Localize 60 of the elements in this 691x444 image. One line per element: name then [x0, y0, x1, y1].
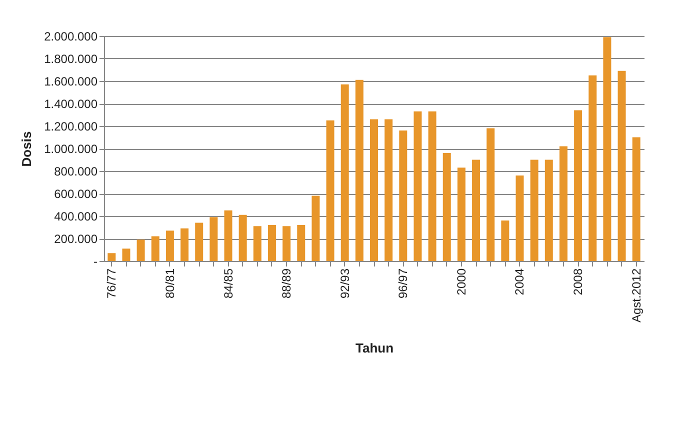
y-tick-label: 200.000: [54, 232, 98, 246]
x-tick-label: 88/89: [280, 268, 294, 299]
bar: [544, 160, 553, 261]
y-tick-label: 1.400.000: [44, 97, 98, 111]
bar: [516, 176, 524, 261]
bar: [268, 225, 276, 261]
x-tick-label: Agst.2012: [629, 268, 644, 323]
bar: [136, 240, 145, 261]
x-tick-label: 84/85: [221, 268, 236, 299]
bar: [457, 168, 466, 261]
bar: [399, 130, 408, 261]
bar: [530, 160, 538, 261]
y-tick-label: 2.000.000: [44, 30, 98, 44]
y-tick-label: 1.600.000: [44, 74, 98, 88]
y-tick-label: 800.000: [54, 164, 98, 178]
bar: [253, 226, 262, 261]
bar: [428, 111, 436, 261]
bar: [501, 220, 510, 261]
x-tick-label: 92/93: [338, 268, 352, 299]
y-tick-label: 1.000.000: [44, 142, 98, 156]
bar: [340, 84, 349, 261]
bar: [472, 160, 480, 261]
bar: [166, 230, 174, 261]
bar: [486, 128, 495, 261]
bar: [312, 196, 320, 261]
bar: [282, 226, 291, 261]
x-tick-label: 2008: [571, 268, 586, 296]
x-axis-title: Tahun: [355, 340, 394, 356]
x-tick-label: 80/81: [162, 268, 177, 299]
bar: [384, 119, 393, 261]
bar: [355, 80, 364, 261]
bar: [370, 119, 378, 261]
x-tick-label: 76/77: [104, 268, 119, 299]
y-axis-title: Dosis: [19, 131, 34, 167]
x-tick-label: 2004: [512, 268, 527, 296]
bar: [588, 75, 597, 261]
bar: [414, 111, 422, 261]
bar: [108, 253, 116, 261]
y-tick-label: 600.000: [54, 187, 98, 201]
bar: [238, 214, 247, 261]
y-tick-label: 400.000: [54, 210, 98, 224]
bar: [442, 153, 451, 261]
bar: [122, 248, 130, 261]
bar: [326, 120, 334, 261]
y-tick-label: 1.800.000: [44, 52, 98, 66]
x-tick-label: 96/97: [396, 268, 410, 299]
bar: [297, 225, 306, 261]
bar: [151, 236, 160, 261]
bar: [224, 210, 232, 261]
bar: [559, 146, 568, 261]
y-tick-label: -: [94, 254, 98, 268]
x-tick-label: 2000: [454, 268, 468, 296]
y-tick-label: 1.200.000: [44, 120, 98, 134]
bar: [180, 228, 189, 261]
bar: [195, 222, 204, 261]
bar: [574, 110, 582, 261]
bar: [603, 37, 612, 261]
bar: [210, 217, 218, 261]
bar: [632, 137, 640, 261]
bar: [618, 70, 626, 261]
